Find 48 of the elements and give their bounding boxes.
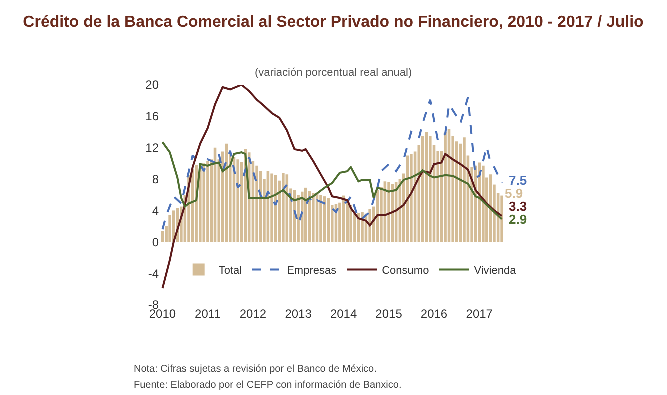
chart-title: Crédito de la Banca Comercial al Sector Privado no Financiero, 2010 - 2017 / Julio (23, 14, 644, 31)
bar (304, 188, 308, 242)
data-label: 7.5 (509, 173, 528, 188)
data-label: 3.3 (509, 199, 528, 214)
data-label: 2.9 (509, 212, 528, 227)
bar (444, 132, 447, 242)
bar (350, 205, 352, 242)
y-tick-label: 4 (152, 204, 160, 218)
x-tick-label: 2015 (376, 307, 403, 321)
bar (500, 196, 504, 242)
bar (236, 160, 240, 242)
source-note: Fuente: Elaborado por el CEFP con información de Banxico. (134, 380, 402, 391)
line-series (162, 96, 504, 231)
y-tick-label: 12 (146, 141, 160, 156)
bar (206, 161, 210, 242)
x-tick-label: 2012 (240, 307, 267, 321)
y-tick-label: 20 (146, 78, 160, 92)
bar (376, 190, 380, 242)
bar (202, 164, 206, 242)
bar (199, 168, 202, 242)
x-tick-label: 2017 (466, 307, 494, 321)
x-tick-label: 2016 (420, 307, 448, 321)
legend-label: Total (218, 265, 242, 278)
y-tick-label: -4 (148, 266, 160, 281)
data-label: 5.9 (505, 186, 524, 201)
legend-label: Empresas (287, 265, 338, 278)
y-tick-label: 16 (146, 110, 160, 124)
chart-subtitle: (variación porcentual real anual) (255, 67, 412, 79)
bar (463, 138, 466, 242)
x-tick-label: 2014 (330, 307, 358, 321)
bar (391, 184, 394, 242)
legend-label: Vivienda (474, 265, 518, 278)
line-series (162, 141, 504, 220)
bar (320, 195, 322, 242)
bar (312, 193, 315, 242)
legend-label: Consumo (382, 265, 430, 278)
y-tick-label: 8 (152, 172, 160, 186)
x-tick-label: 2011 (195, 307, 222, 321)
bar (429, 136, 432, 242)
text: Nota: Cifras sujetas a revisión por el Banco de México. (134, 364, 377, 375)
y-tick-label: 0 (152, 235, 160, 250)
bar (282, 173, 285, 242)
bar (410, 154, 413, 242)
bar (270, 174, 274, 242)
bar (388, 182, 390, 242)
bar (327, 198, 330, 242)
bar (482, 166, 485, 242)
x-tick-label: 2013 (285, 307, 312, 321)
